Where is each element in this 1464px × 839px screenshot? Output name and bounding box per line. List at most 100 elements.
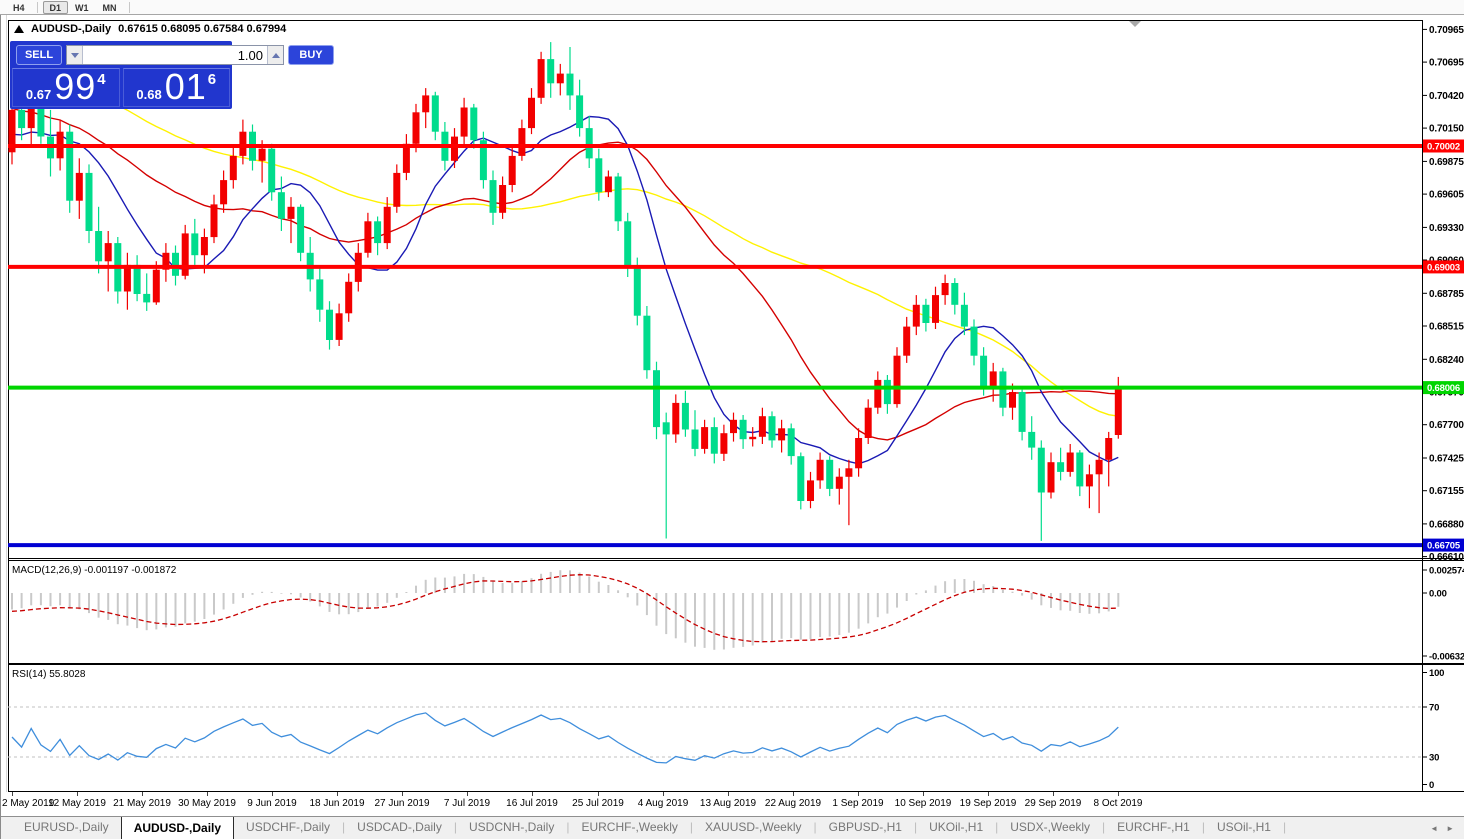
date-tick-mark (77, 792, 78, 796)
sell-button[interactable]: SELL (16, 45, 62, 65)
date-tick-label: 16 Jul 2019 (506, 798, 558, 809)
main-price-chart[interactable]: 0.70965 0.70695 0.70420 0.70150 0.69875 0.696… (0, 20, 1464, 560)
volume-decrease-button[interactable] (67, 46, 83, 64)
svg-text:0.002574: 0.002574 (1429, 566, 1464, 577)
timeframe-h4-button[interactable]: H4 (6, 1, 32, 14)
date-tick-mark (337, 792, 338, 796)
date-tick-label: 12 May 2019 (48, 798, 106, 809)
sell-price-main: 99 (54, 66, 97, 107)
tab-separator: | (1282, 820, 1287, 834)
svg-text:0.68515: 0.68515 (1429, 322, 1464, 333)
one-click-trading-panel: SELL BUY 0.67 99 4 0.68 01 6 (10, 41, 334, 109)
tab-separator: | (995, 820, 999, 834)
date-tick-mark (12, 792, 13, 796)
date-tick-mark (1118, 792, 1119, 796)
date-tick-label: 30 May 2019 (178, 798, 236, 809)
toolbar-separator (36, 1, 38, 13)
date-tick-label: 21 May 2019 (113, 798, 171, 809)
chart-tab-eurchfweekly[interactable]: EURCHF-,Weekly (581, 820, 678, 834)
date-tick-mark (207, 792, 208, 796)
macd-label: MACD(12,26,9) -0.001197 -0.001872 (12, 565, 176, 576)
tab-separator: | (453, 820, 457, 834)
date-tick-mark (988, 792, 989, 796)
tabs-scroll-right-icon[interactable]: ► (1446, 823, 1454, 833)
sell-price-display[interactable]: 0.67 99 4 (12, 68, 120, 107)
triangle-down-icon (70, 52, 79, 58)
date-tick-label: 18 Jun 2019 (309, 798, 365, 809)
chart-tab-eurchfh1[interactable]: EURCHF-,H1 (1117, 820, 1190, 834)
date-tick-label: 25 Jul 2019 (572, 798, 624, 809)
expand-triangle-icon[interactable] (14, 25, 24, 33)
svg-text:0.66705: 0.66705 (1427, 541, 1461, 552)
svg-text:0.67425: 0.67425 (1429, 454, 1464, 465)
buy-button[interactable]: BUY (288, 45, 334, 65)
date-tick-mark (598, 792, 599, 796)
volume-input[interactable] (83, 46, 267, 64)
timeframe-d1-button[interactable]: D1 (42, 0, 69, 14)
date-tick-mark (142, 792, 143, 796)
svg-text:0.69605: 0.69605 (1429, 190, 1464, 201)
date-tick-label: 19 Sep 2019 (959, 798, 1017, 809)
tab-separator: | (342, 820, 346, 834)
window-left-border (0, 15, 1, 839)
date-tick-label: 8 Oct 2019 (1093, 798, 1143, 809)
svg-text:0.67155: 0.67155 (1429, 486, 1464, 497)
svg-text:0: 0 (1429, 780, 1434, 791)
tab-scroll-arrows: ◄ ► (1420, 817, 1464, 839)
toolbar-separator (128, 1, 130, 13)
timeframe-toolbar: H4 D1 W1 MN (0, 0, 1464, 15)
date-tick-label: 7 Jul 2019 (443, 798, 491, 809)
chart-tab-audusddaily[interactable]: AUDUSD-,Daily (120, 817, 235, 839)
svg-text:0.69875: 0.69875 (1429, 157, 1464, 168)
macd-indicator-panel[interactable]: 0.002574 0.00 -0.006326 (0, 560, 1464, 664)
date-tick-label: 29 Sep 2019 (1024, 798, 1082, 809)
svg-text:0.70695: 0.70695 (1429, 58, 1464, 69)
date-tick-mark (923, 792, 924, 796)
svg-text:0.68240: 0.68240 (1429, 355, 1464, 366)
svg-text:0.70002: 0.70002 (1427, 142, 1460, 153)
date-tick-mark (402, 792, 403, 796)
chart-tab-xauusdweekly[interactable]: XAUUSD-,Weekly (705, 820, 802, 834)
date-tick-label: 9 Jun 2019 (247, 798, 297, 809)
svg-text:0.66610: 0.66610 (1429, 552, 1464, 560)
svg-text:0.00: 0.00 (1429, 589, 1447, 600)
symbol-period-label: AUDUSD-,Daily (31, 23, 112, 35)
svg-text:0.70965: 0.70965 (1429, 25, 1464, 36)
chart-tab-usdcnhdaily[interactable]: USDCNH-,Daily (468, 820, 555, 834)
ohlc-values: 0.67615 0.68095 0.67584 0.67994 (118, 23, 287, 35)
tab-separator: | (566, 820, 570, 834)
rsi-value: 55.8028 (49, 669, 86, 680)
rsi-indicator-panel[interactable]: 100 70 30 0 (0, 664, 1464, 792)
chart-tabs-bar: EURUSD-,Daily AUDUSD-,Daily USDCHF-,Daily |… (0, 816, 1464, 839)
chart-tab-usdchfdaily[interactable]: USDCHF-,Daily (246, 820, 331, 834)
date-axis: 2 May 2019 12 May 2019 21 May 2019 30 May 2… (0, 792, 1464, 816)
chart-tab-usoilh1[interactable]: USOil-,H1 (1216, 820, 1271, 834)
timeframe-w1-button[interactable]: W1 (68, 1, 96, 14)
tab-separator: | (1201, 820, 1205, 834)
svg-text:70: 70 (1429, 703, 1439, 714)
buy-price-display[interactable]: 0.68 01 6 (122, 68, 230, 107)
tabs-scroll-left-icon[interactable]: ◄ (1430, 823, 1439, 833)
tab-separator: | (689, 820, 694, 834)
date-tick-label: 4 Aug 2019 (637, 798, 689, 809)
chart-tab-ukoilh1[interactable]: UKOil-,H1 (929, 820, 984, 834)
svg-text:0.68785: 0.68785 (1429, 289, 1464, 300)
timeframe-mn-button[interactable]: MN (96, 1, 124, 14)
chart-tab-usdcaddaily[interactable]: USDCAD-,Daily (357, 820, 442, 834)
svg-text:0.69003: 0.69003 (1427, 262, 1460, 273)
tab-separator: | (913, 820, 918, 834)
svg-text:0.68006: 0.68006 (1427, 383, 1460, 394)
date-tick-mark (793, 792, 794, 796)
chart-tab-usdxweekly[interactable]: USDX-,Weekly (1010, 820, 1091, 834)
macd-value-signal: -0.001872 (131, 565, 177, 576)
tab-separator: | (813, 820, 817, 834)
date-tick-label: 13 Aug 2019 (699, 798, 757, 809)
volume-increase-button[interactable] (267, 46, 283, 64)
chart-tab-eurusddaily[interactable]: EURUSD-,Daily (24, 820, 109, 834)
rsi-label: RSI(14) 55.8028 (12, 669, 85, 680)
date-tick-mark (858, 792, 859, 796)
buy-price-sup: 6 (207, 71, 217, 88)
chart-tab-gbpusdh1[interactable]: GBPUSD-,H1 (828, 820, 902, 834)
svg-text:30: 30 (1429, 753, 1439, 764)
date-tick-mark (1053, 792, 1054, 796)
